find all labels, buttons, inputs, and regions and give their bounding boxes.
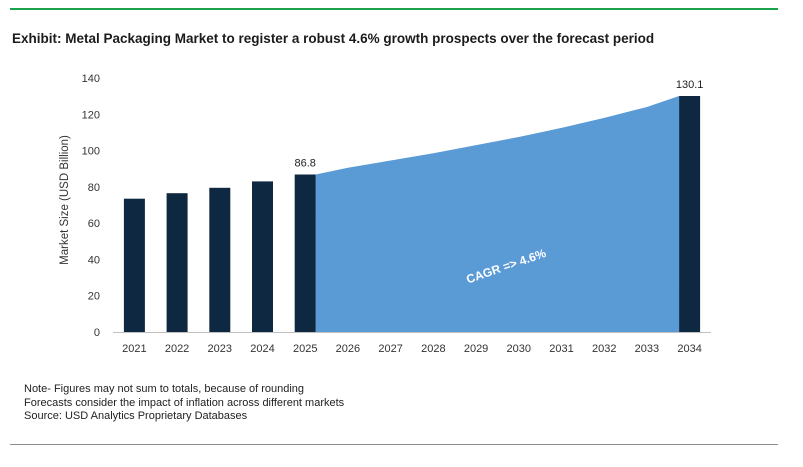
y-tick-label-0: 0 [94,327,100,339]
x-tick-label-2029: 2029 [464,343,488,355]
y-tick-label-60: 60 [88,218,100,230]
note-line-rounding: Note- Figures may not sum to totals, bec… [24,383,305,395]
y-axis-title: Market Size (USD Billion) [59,135,71,265]
bar-2023 [209,187,231,332]
note-line-inflation: Forecasts consider the impact of inflati… [24,396,345,409]
x-tick-label-2028: 2028 [421,343,445,355]
y-tick-label-100: 100 [82,146,100,158]
bottom-rule [10,444,778,445]
x-tick-label-2030: 2030 [507,343,531,355]
bar-2022 [166,193,188,332]
y-tick-label-140: 140 [82,73,100,85]
top-rule [10,8,778,10]
bar-2024 [252,181,273,332]
bar-2021 [123,198,145,332]
data-label-2025: 86.8 [295,158,316,170]
y-tick-label-40: 40 [88,254,100,266]
x-tick-label-2024: 2024 [250,343,274,355]
y-tick-label-120: 120 [82,109,100,121]
data-label-2034: 130.1 [676,79,704,91]
x-tick-label-2025: 2025 [293,343,317,355]
bar-2034 [679,96,701,332]
x-tick-label-2034: 2034 [677,343,701,355]
y-tick-label-20: 20 [88,291,100,303]
x-tick-label-2021: 2021 [122,343,146,355]
x-tick-label-2026: 2026 [336,343,360,355]
bar-2025 [294,174,316,332]
x-tick-label-2027: 2027 [378,343,402,355]
y-tick-label-80: 80 [88,182,100,194]
chart-notes: Note- Figures may not sum to totals, bec… [24,383,344,424]
x-tick-label-2032: 2032 [592,343,616,355]
chart-title: Exhibit: Metal Packaging Market to regis… [12,31,655,46]
x-tick-label-2022: 2022 [165,343,189,355]
note-line-source: Source: USD Analytics Proprietary Databa… [24,410,248,422]
forecast-area [315,96,680,332]
x-tick-label-2031: 2031 [549,343,573,355]
x-tick-label-2023: 2023 [208,343,232,355]
x-tick-label-2033: 2033 [635,343,659,355]
